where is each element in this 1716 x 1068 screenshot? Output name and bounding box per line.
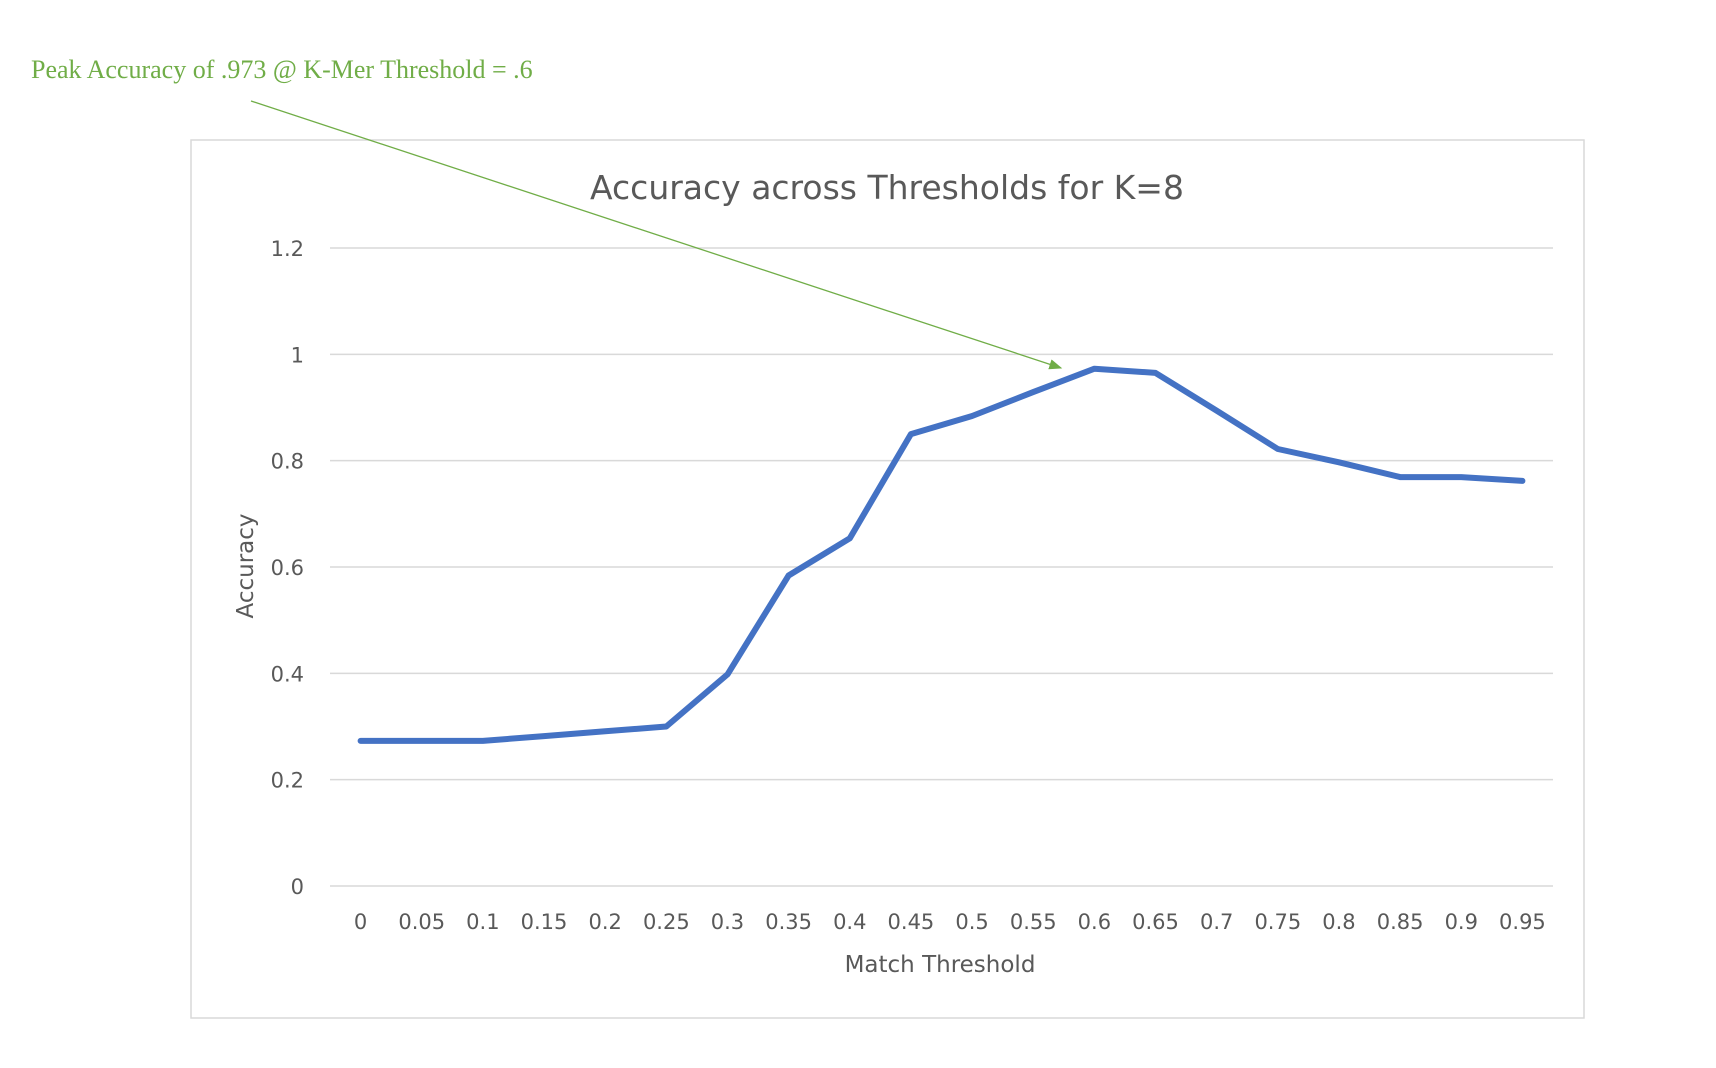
chart-frame [190, 139, 1585, 1019]
x-tick-label: 0.8 [1322, 910, 1355, 934]
x-tick-label: 0.25 [643, 910, 690, 934]
x-tick-label: 0.85 [1377, 910, 1424, 934]
x-tick-label: 0.75 [1254, 910, 1301, 934]
y-tick-label: 0 [291, 875, 304, 899]
chart-title: Accuracy across Thresholds for K=8 [590, 168, 1184, 207]
x-tick-label: 0.9 [1445, 910, 1478, 934]
y-tick-label: 0.2 [271, 769, 304, 793]
x-tick-labels: 0 0.05 0.1 0.15 0.2 0.25 0.3 0.35 0.4 0.45 0.5 0.55… [354, 910, 1546, 934]
y-tick-label: 0.8 [271, 450, 304, 474]
y-tick-label: 0.4 [271, 662, 304, 686]
series-line [357, 365, 1526, 744]
x-tick-label: 0.15 [521, 910, 568, 934]
x-tick-label: 0.35 [765, 910, 812, 934]
y-tick-label: 1.2 [271, 237, 304, 261]
x-tick-label: 0.05 [398, 910, 445, 934]
y-tick-label: 0.6 [271, 556, 304, 580]
x-axis-title: Match Threshold [845, 952, 1036, 978]
x-tick-label: 0.4 [833, 910, 866, 934]
x-tick-label: 0.95 [1499, 910, 1546, 934]
peak-annotation-label: Peak Accuracy of .973 @ K-Mer Threshold … [31, 55, 533, 84]
y-axis-title: Accuracy [233, 513, 259, 618]
x-tick-label: 0.6 [1078, 910, 1111, 934]
x-tick-label: 0.3 [711, 910, 744, 934]
y-tick-labels: 0 0.2 0.4 0.6 0.8 1 1.2 [271, 237, 304, 899]
x-tick-label: 0.45 [888, 910, 935, 934]
x-tick-label: 0.55 [1010, 910, 1057, 934]
y-tick-label: 1 [291, 343, 304, 367]
y-gridlines [330, 247, 1553, 887]
x-tick-label: 0.7 [1200, 910, 1233, 934]
x-tick-label: 0.65 [1132, 910, 1179, 934]
x-tick-label: 0.1 [466, 910, 499, 934]
x-tick-label: 0 [354, 910, 367, 934]
annotation-arrow [250, 100, 1063, 370]
x-tick-label: 0.5 [955, 910, 988, 934]
series-layer [357, 365, 1526, 744]
x-tick-label: 0.2 [588, 910, 621, 934]
